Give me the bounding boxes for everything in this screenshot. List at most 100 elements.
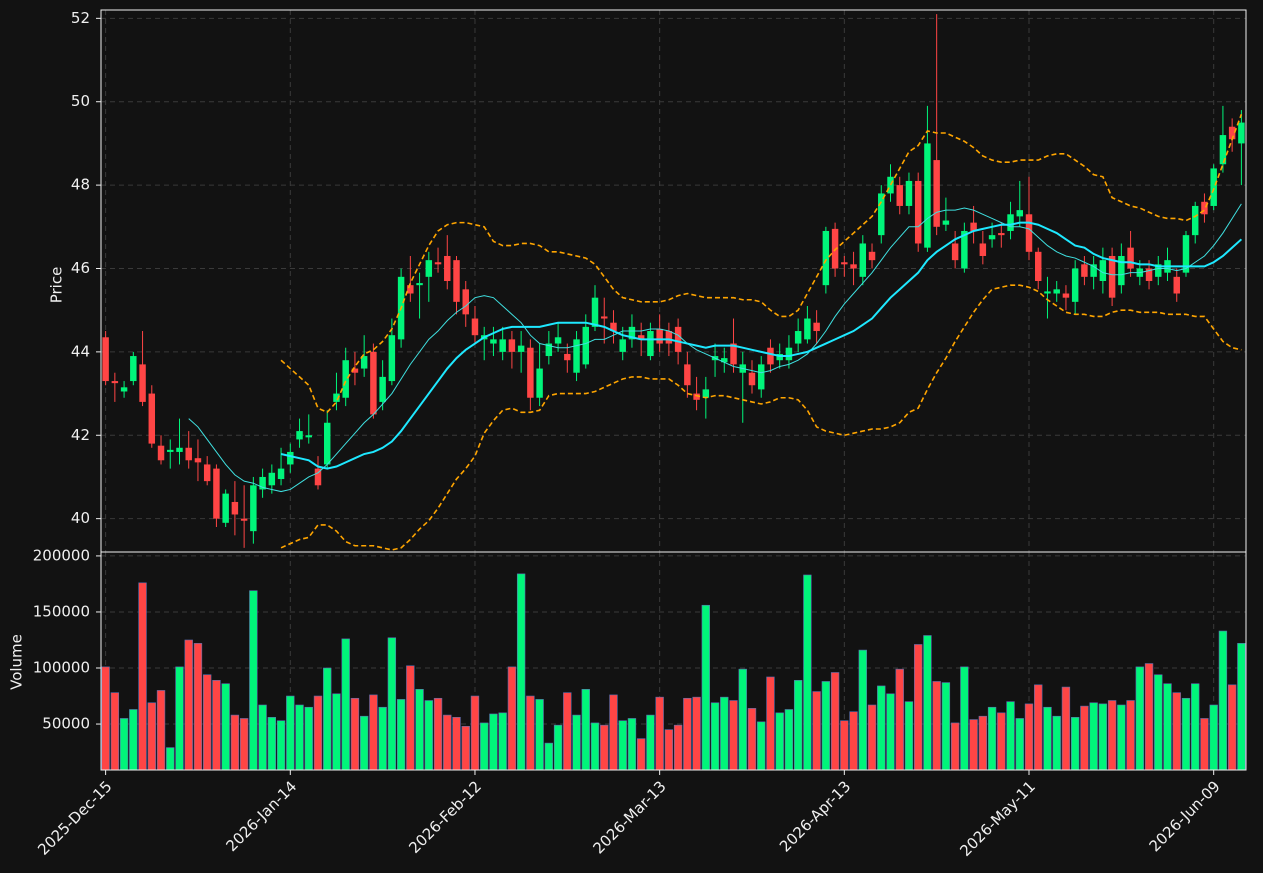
volume-bar [895,668,904,771]
candle-body [379,376,386,402]
volume-bar [867,704,877,771]
candle-body [1090,264,1097,277]
candle-body [721,358,728,363]
y-tick-label: 44 [71,342,90,360]
candle-body [148,393,156,444]
candle-body [1182,235,1190,273]
candle-body [508,339,516,352]
volume-bar [600,724,609,771]
volume-bar [480,722,489,771]
volume-bar [138,582,147,771]
y-tick-label: 200000 [33,546,90,564]
candle-body [730,343,737,365]
volume-bar [757,721,766,771]
volume-bar [1135,666,1144,771]
volume-bar [304,706,313,771]
volume-bar [904,701,914,771]
volume-bar [129,709,138,771]
candle-body [610,322,617,332]
candle-body [231,501,239,515]
candle-body [804,318,811,340]
volume-bar [101,666,110,771]
candle-body [637,335,645,340]
volume-bar [1218,630,1228,771]
indicator-line [280,284,1242,551]
volume-bar [1237,643,1246,771]
candle-body [933,160,940,227]
volume-bar [516,573,526,771]
volume-bar [147,702,156,771]
volume-bar [710,702,720,771]
candle-body [1044,291,1051,294]
volume-bar [239,718,249,771]
volume-bar [923,635,932,771]
candle-body [647,331,654,357]
volume-bar [1209,704,1218,771]
candle-body [194,458,202,463]
candle-body [757,364,765,390]
indicator-line [280,113,1243,414]
candle-body [407,285,414,294]
volume-bar [1191,683,1200,771]
volume-bar [470,695,480,771]
candle-body [970,222,977,231]
candle-body [573,339,580,373]
candle-body [1007,214,1014,231]
volume-bar [950,722,960,771]
candle-body [388,335,396,382]
candle-body [499,339,506,352]
candle-body [185,447,192,461]
volume-bar [258,704,267,771]
candle-body [444,255,451,281]
volume-bar [544,742,554,771]
volume-bar [276,720,286,771]
volume-bar [720,696,729,771]
candle-body [305,435,312,438]
volume-bar [664,729,674,771]
volume-bar [1117,704,1126,771]
volume-bar [775,712,784,771]
volume-bar [747,708,757,771]
candle-body [314,468,322,486]
volume-bar [175,666,184,771]
candle-body [785,347,793,361]
volume-bar [673,724,683,771]
candle-body [1219,135,1227,165]
volume-bar [793,680,803,771]
candle-body [1108,255,1116,298]
candle-body [1016,210,1024,217]
volume-bar [1034,684,1043,771]
volume-bar [858,649,867,771]
volume-bar [637,738,646,771]
candle-body [988,235,996,240]
marks-layer [101,14,1246,771]
candle-body [120,387,128,392]
volume-bar [1172,692,1181,771]
candle-body [1210,168,1217,206]
candle-body [924,143,931,248]
volume-bar [286,695,295,771]
volume-bar [729,700,738,771]
y-axis-label: Price [48,267,66,304]
volume-bar [230,714,240,771]
grid-layer [101,10,1246,770]
candle-body [517,345,525,352]
candle-body [693,393,700,400]
volume-bar [203,674,212,771]
candle-body [794,331,802,344]
candle-body [1071,268,1079,302]
candle-body [1081,264,1088,277]
volume-bar [212,680,221,771]
candle-body [490,339,497,344]
candle-body [748,372,756,386]
volume-bar [396,699,406,771]
volume-bar [581,689,590,771]
volume-bar [415,689,424,771]
candle-body [176,447,183,452]
candle-body [896,185,903,206]
volume-bar [941,682,951,771]
candle-body [1062,293,1070,298]
volume-bar [1080,705,1089,771]
candle-body [222,493,229,523]
